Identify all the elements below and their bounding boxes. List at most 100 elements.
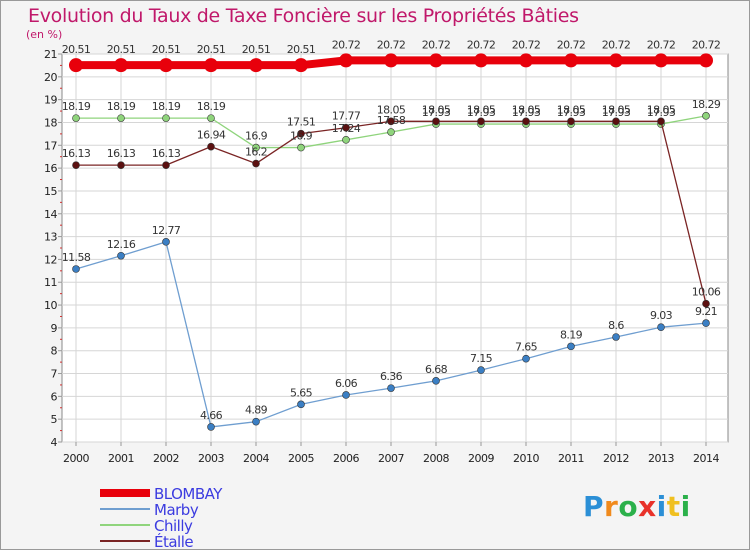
y-tick-label: 13 xyxy=(44,231,57,244)
data-label-marby: 8.19 xyxy=(560,328,583,341)
point-étalle xyxy=(72,161,80,169)
logo-letter: t xyxy=(666,490,681,523)
data-label-chilly: 16.9 xyxy=(245,130,268,143)
y-tick-label: 12 xyxy=(44,253,57,266)
data-label-étalle: 10.06 xyxy=(692,286,721,299)
point-marby xyxy=(117,251,125,260)
data-label-étalle: 18.05 xyxy=(512,103,541,116)
data-label-marby: 5.65 xyxy=(290,386,313,399)
point-blombay xyxy=(474,53,488,68)
data-label-étalle: 16.13 xyxy=(62,147,91,160)
y-tick-label: 19 xyxy=(44,94,57,107)
point-étalle xyxy=(252,159,260,168)
data-label-blombay: 20.72 xyxy=(692,38,721,51)
logo-letter: x xyxy=(638,490,657,523)
logo-letter: i xyxy=(680,490,691,523)
logo-letter: r xyxy=(604,490,619,523)
point-marby xyxy=(702,319,710,327)
y-tick-label: 21 xyxy=(44,48,57,61)
point-chilly xyxy=(162,114,170,122)
point-chilly xyxy=(387,128,395,136)
point-étalle xyxy=(297,129,305,138)
data-label-étalle: 18.05 xyxy=(602,103,631,116)
y-tick-label: 16 xyxy=(44,162,57,175)
data-labels: 20.51 20.51 20.51 20.51 20.51 20.51 20.72 20.72… xyxy=(62,38,722,422)
data-label-étalle: 16.13 xyxy=(107,147,136,160)
point-marby xyxy=(342,391,350,399)
data-label-étalle: 16.13 xyxy=(152,147,181,160)
data-label-chilly: 18.19 xyxy=(62,100,91,113)
point-étalle xyxy=(567,117,575,126)
data-label-marby: 12.77 xyxy=(152,224,181,237)
data-label-marby: 6.36 xyxy=(380,370,403,383)
chart-title: Evolution du Taux de Taxe Foncière sur l… xyxy=(28,5,579,27)
y-tick-label: 17 xyxy=(44,139,57,152)
y-tick-label: 15 xyxy=(44,185,57,198)
data-label-blombay: 20.51 xyxy=(152,43,181,56)
data-label-marby: 4.66 xyxy=(200,409,223,422)
data-label-blombay: 20.72 xyxy=(647,38,676,51)
data-label-blombay: 20.51 xyxy=(287,43,316,56)
point-marby xyxy=(207,423,215,431)
point-étalle xyxy=(522,117,530,126)
point-blombay xyxy=(114,58,128,73)
data-label-chilly: 17.58 xyxy=(377,114,406,127)
data-label-chilly: 16.9 xyxy=(290,130,313,143)
point-blombay xyxy=(564,53,578,68)
point-blombay xyxy=(609,53,623,68)
y-tick-label: 4 xyxy=(51,436,58,449)
data-label-chilly: 17.93 xyxy=(602,106,631,119)
data-label-blombay: 20.72 xyxy=(467,38,496,51)
data-label-étalle: 18.05 xyxy=(377,103,406,116)
x-tick-label: 2011 xyxy=(558,452,584,465)
x-tick-label: 2002 xyxy=(153,452,179,465)
data-label-chilly: 17.24 xyxy=(332,122,361,135)
point-blombay xyxy=(339,53,353,68)
point-marby xyxy=(477,366,485,374)
x-tick-label: 2003 xyxy=(198,452,224,465)
data-label-marby: 4.89 xyxy=(245,404,268,417)
data-label-chilly: 17.93 xyxy=(422,106,451,119)
point-blombay xyxy=(69,58,83,73)
point-marby xyxy=(612,333,620,341)
data-label-marby: 6.06 xyxy=(335,377,358,390)
data-label-marby: 11.58 xyxy=(62,251,91,264)
y-tick-label: 5 xyxy=(51,413,58,426)
x-tick-label: 2005 xyxy=(288,452,314,465)
y-tick-label: 11 xyxy=(44,276,57,289)
data-label-marby: 12.16 xyxy=(107,238,136,251)
point-blombay xyxy=(519,53,533,68)
series-group xyxy=(69,53,713,431)
data-label-chilly: 17.93 xyxy=(512,106,541,119)
data-label-chilly: 18.19 xyxy=(152,100,181,113)
point-étalle xyxy=(657,117,665,126)
x-tick-label: 2000 xyxy=(63,452,89,465)
x-tick-label: 2014 xyxy=(693,452,719,465)
logo-letter: i xyxy=(656,490,667,523)
data-label-blombay: 20.72 xyxy=(512,38,541,51)
point-étalle xyxy=(432,117,440,126)
point-marby xyxy=(162,238,170,246)
proxiti-logo: Proxiti xyxy=(583,490,691,523)
y-tick-label: 9 xyxy=(51,322,58,335)
data-label-étalle: 18.05 xyxy=(647,103,676,116)
point-étalle xyxy=(477,117,485,126)
y-tick-label: 8 xyxy=(51,345,58,358)
x-tick-label: 2001 xyxy=(108,452,134,465)
point-chilly xyxy=(252,143,260,152)
point-blombay xyxy=(249,58,263,73)
data-label-blombay: 20.51 xyxy=(62,43,91,56)
point-blombay xyxy=(654,53,668,68)
point-marby xyxy=(387,384,395,392)
y-tick-label: 14 xyxy=(44,208,57,221)
y-tick-label: 10 xyxy=(44,299,57,312)
x-tick-label: 2006 xyxy=(333,452,359,465)
data-label-étalle: 16.2 xyxy=(245,146,267,159)
data-label-blombay: 20.51 xyxy=(242,43,271,56)
data-label-chilly: 18.29 xyxy=(692,98,721,111)
y-tick-label: 7 xyxy=(51,368,58,381)
point-marby xyxy=(252,417,260,426)
data-label-chilly: 17.93 xyxy=(647,106,676,119)
point-marby xyxy=(72,265,80,273)
